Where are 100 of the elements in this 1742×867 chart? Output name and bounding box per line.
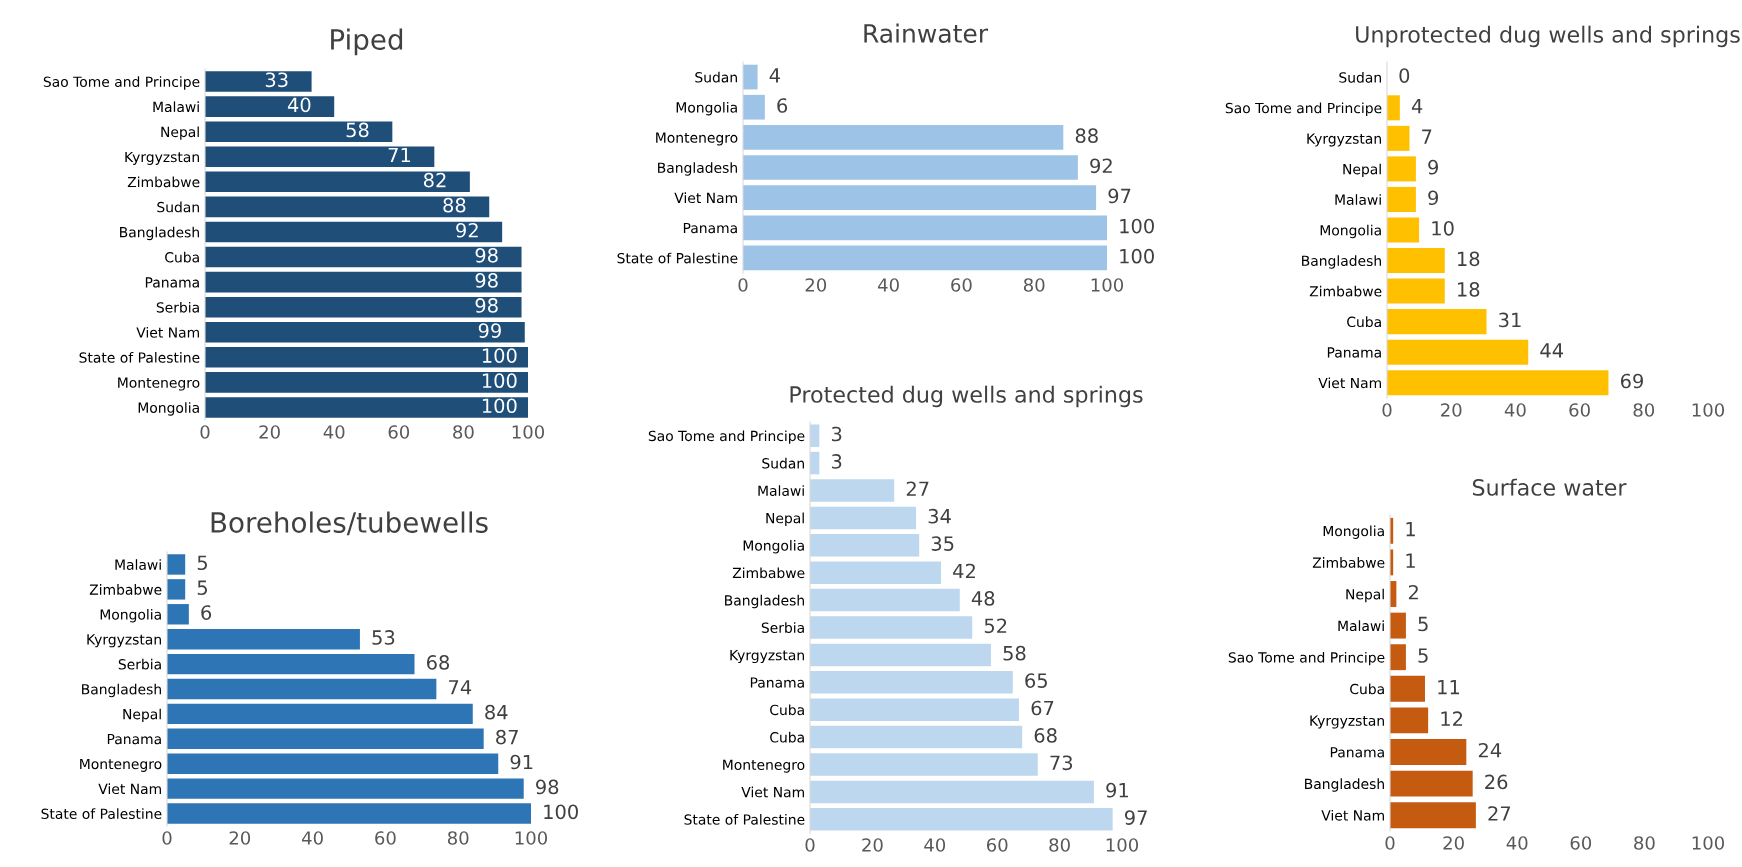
x-tick-label: 40 [302, 831, 323, 845]
bar [743, 155, 1078, 180]
chart-title: Rainwater [864, 23, 989, 43]
y-tick-label: Zimbabwe [732, 567, 805, 579]
y-tick-label: Nepal [123, 708, 161, 723]
chart-title: Protected dug wells and springs [790, 385, 1143, 408]
data-label: 68 [426, 655, 450, 670]
y-tick-label: Malawi [758, 485, 804, 496]
bar [810, 808, 1113, 831]
y-tick-label: Zimbabwe [1312, 557, 1385, 568]
chart-title: Piped [331, 28, 403, 56]
bar [810, 534, 920, 557]
y-tick-label: Nepal [766, 512, 804, 527]
bar [743, 185, 1097, 210]
bar [1387, 339, 1529, 365]
y-tick-label: Sudan [762, 457, 804, 469]
data-label: 40 [287, 97, 311, 113]
bar [167, 653, 415, 675]
y-tick-label: Montenegro [80, 758, 162, 772]
bar [810, 725, 1023, 749]
y-tick-label: Cuba [1347, 316, 1381, 328]
bar [1390, 612, 1406, 639]
y-tick-label: Nepal [1346, 588, 1384, 603]
data-label: 24 [1478, 742, 1502, 758]
chart-title: Boreholes/tubewells [211, 511, 488, 536]
data-label: 58 [346, 122, 369, 138]
y-tick-label: Serbia [761, 622, 804, 633]
x-tick-label: 20 [1443, 836, 1464, 850]
y-tick-label: Zimbabwe [89, 584, 162, 595]
data-label: 68 [1034, 728, 1057, 743]
data-label: 53 [372, 630, 395, 645]
data-label: 87 [496, 729, 518, 745]
data-label: 98 [475, 273, 498, 288]
x-tick-label: 100 [1091, 278, 1124, 292]
y-tick-label: Mongolia [743, 540, 804, 554]
bar [1390, 675, 1425, 702]
y-tick-label: Panama [107, 733, 161, 745]
y-tick-label: Bangladesh [1305, 778, 1384, 792]
x-tick-label: 80 [1023, 278, 1045, 292]
bar [205, 146, 435, 168]
y-tick-label: Montenegro [656, 132, 738, 146]
bar [810, 698, 1020, 721]
bar [205, 71, 312, 92]
data-label: 35 [931, 536, 954, 551]
x-tick-label: 100 [1106, 838, 1139, 852]
bar [205, 372, 528, 393]
data-label: 27 [906, 481, 929, 496]
bar [743, 94, 765, 120]
y-tick-label: Kyrgyzstan [87, 634, 161, 648]
data-label: 48 [971, 591, 995, 606]
y-tick-label: Bangladesh [725, 594, 804, 609]
y-tick-label: Bangladesh [1302, 255, 1381, 269]
data-label: 3 [831, 426, 842, 442]
x-tick-label: 60 [375, 831, 396, 845]
data-label: 31 [1499, 312, 1521, 328]
bar [167, 604, 189, 625]
y-tick-label: Panama [1330, 747, 1384, 758]
bar [1387, 309, 1487, 335]
data-label: 92 [1090, 158, 1112, 174]
bar [167, 753, 499, 774]
x-tick-label: 40 [1504, 403, 1526, 417]
data-label: 1 [1406, 521, 1415, 537]
y-tick-label: Viet Nam [98, 783, 161, 795]
data-label: 7 [1422, 129, 1432, 144]
bar [810, 506, 917, 530]
data-label: 99 [478, 323, 501, 338]
bar [205, 296, 522, 318]
bar [205, 321, 525, 343]
data-label: 27 [1488, 806, 1511, 821]
x-tick-label: 20 [1441, 403, 1462, 417]
y-tick-label: Bangladesh [120, 226, 199, 241]
y-tick-label: Malawi [1338, 620, 1384, 632]
x-tick-label: 40 [1506, 836, 1528, 850]
x-tick-label: 0 [738, 278, 748, 292]
x-tick-label: 80 [1633, 403, 1655, 417]
x-tick-label: 0 [1382, 403, 1392, 417]
y-tick-label: Sao Tome and Principe [1225, 102, 1382, 116]
bar [1387, 278, 1445, 304]
data-label: 4 [1411, 99, 1423, 114]
data-label: 97 [1108, 188, 1131, 204]
y-tick-label: Panama [683, 222, 737, 234]
data-label: 6 [777, 98, 788, 113]
y-tick-label: Sudan [1339, 72, 1381, 83]
data-label: 5 [1418, 648, 1428, 663]
x-tick-label: 100 [1692, 403, 1725, 417]
bar [810, 616, 973, 639]
y-tick-label: Bangladesh [658, 162, 737, 176]
bar [1387, 125, 1410, 151]
bar [810, 643, 991, 667]
data-label: 33 [265, 72, 288, 88]
bar [205, 221, 503, 243]
data-label: 42 [953, 563, 975, 579]
bar [205, 271, 522, 293]
bar [1387, 248, 1445, 274]
data-label: 3 [831, 454, 842, 469]
bar [167, 803, 531, 824]
data-label: 71 [388, 147, 411, 163]
x-tick-label: 40 [323, 425, 345, 439]
x-tick-label: 0 [805, 838, 815, 852]
bar [167, 628, 360, 650]
